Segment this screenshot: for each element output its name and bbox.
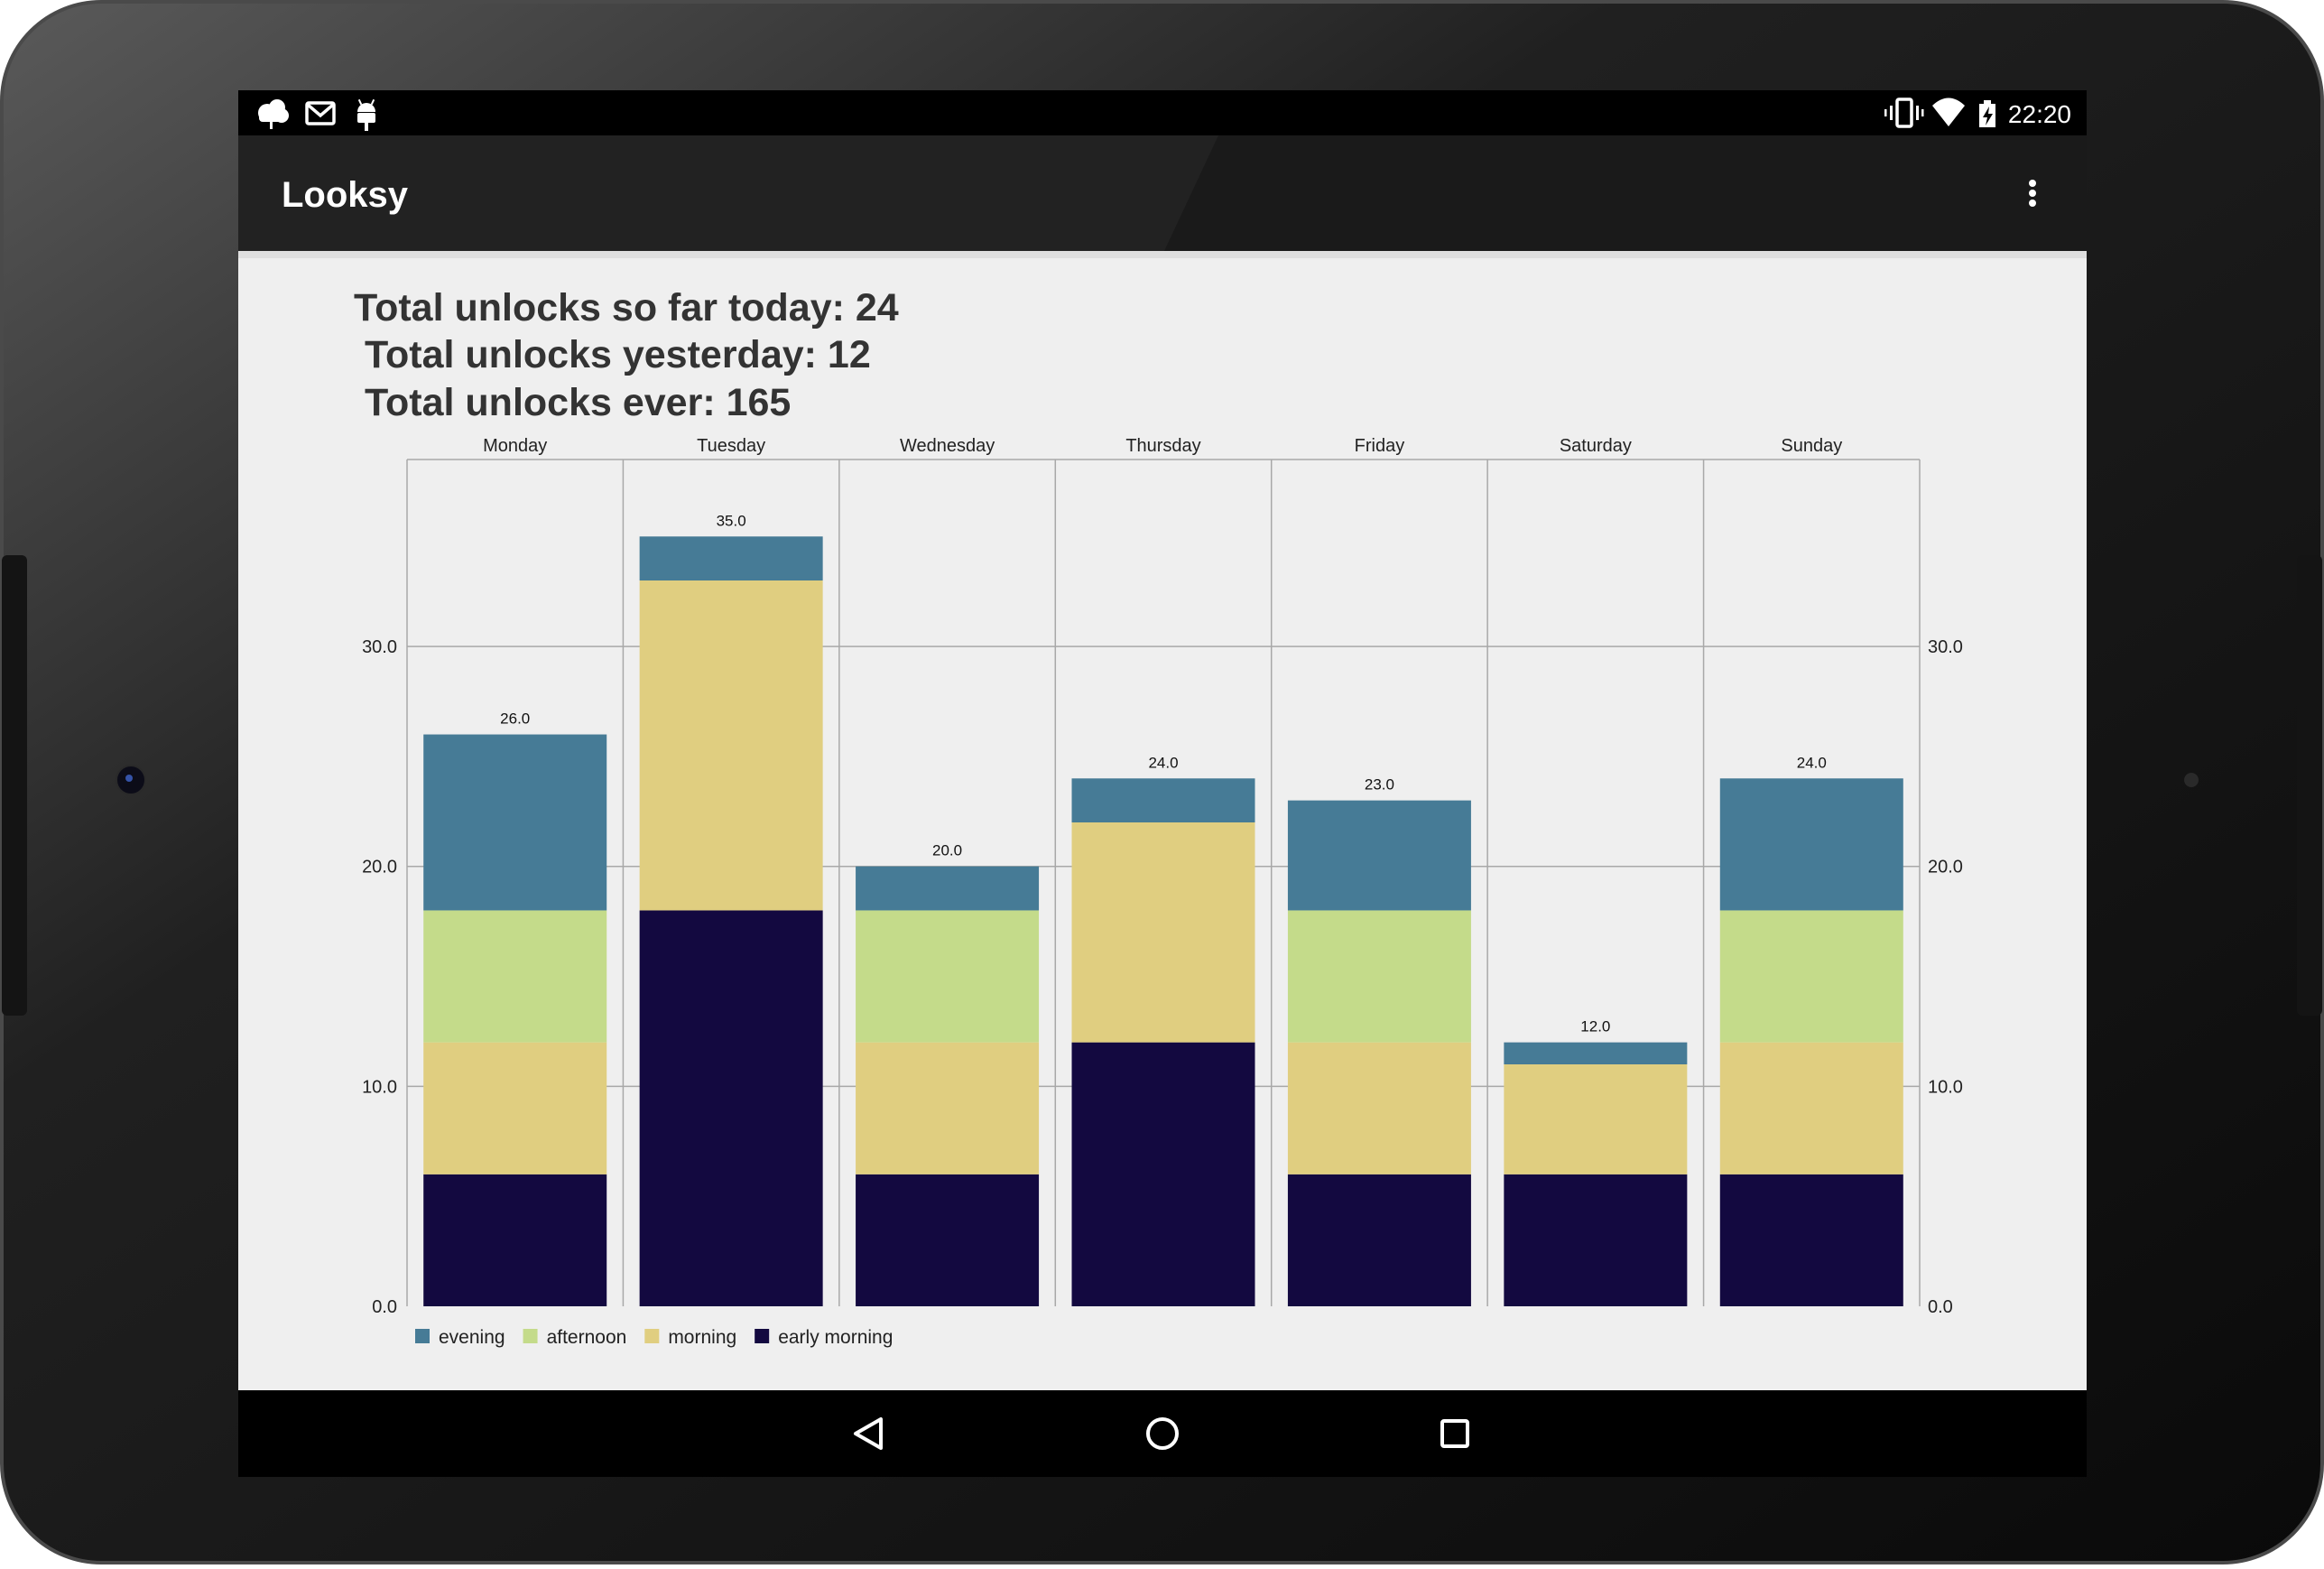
x-category-label: Tuesday [697,436,765,456]
legend-label: afternoon [547,1327,627,1348]
back-triangle-icon[interactable] [844,1411,898,1456]
bar-total-label: 24.0 [1797,754,1827,771]
y-tick-label-right: 30.0 [1928,637,1963,657]
legend-label: morning [668,1327,736,1348]
y-tick-label-right: 10.0 [1928,1077,1963,1097]
x-category-label: Saturday [1560,436,1632,456]
bar-total-label: 24.0 [1148,754,1178,771]
legend-label: early morning [778,1327,893,1348]
unlocks-stacked-bar-chart: 0.0 0.0 10.0 10.0 20.0 20.0 30.0 30.0 Monday 26.0… [362,436,1963,1317]
bar-total-label: 12.0 [1580,1018,1610,1035]
bar-segment-early-morning [856,1174,1040,1306]
android-icon [357,98,375,131]
summary-yesterday: Total unlocks yesterday: 12 [354,333,871,376]
legend-swatch [523,1329,538,1343]
bar-total-label: 35.0 [717,512,746,529]
recents-square-icon[interactable] [1428,1411,1482,1456]
screen: 22:20 Looksy Total unlocks so far today:… [238,90,2087,1477]
bar-segment-early-morning [1071,1042,1255,1306]
x-category-label: Wednesday [900,436,995,456]
home-circle-icon[interactable] [1135,1411,1190,1456]
bar-segment-morning [856,1042,1040,1174]
legend-item: afternoon [523,1327,627,1348]
vibrate-icon [1884,97,1924,128]
bar-segment-afternoon [856,910,1040,1043]
bar-segment-early-morning [423,1174,607,1306]
bar-segment-early-morning [639,910,823,1306]
y-tick-label-left: 0.0 [372,1297,397,1317]
cloud-icon [258,99,289,129]
y-tick-label-right: 20.0 [1928,858,1963,877]
x-category-label: Monday [483,436,547,456]
bar-segment-early-morning [1504,1174,1688,1306]
y-tick-label-left: 20.0 [362,858,397,877]
status-time: 22:20 [2008,100,2071,128]
x-category-label: Thursday [1125,436,1200,456]
chart-legend: evening afternoon morning early morning [415,1327,893,1348]
wifi-icon [1932,97,1965,126]
legend-swatch [415,1329,430,1343]
bar-segment-afternoon [423,910,607,1043]
bar-segment-early-morning [1287,1174,1471,1306]
status-bar [238,90,2087,135]
light-sensor [2184,773,2199,787]
bar-segment-early-morning [1719,1174,1903,1306]
legend-label: evening [439,1327,505,1348]
bar-segment-morning [1719,1042,1903,1174]
bar-segment-morning [423,1042,607,1174]
bar-segment-morning [1287,1042,1471,1174]
bar-total-label: 20.0 [932,842,962,859]
app-title: Looksy [282,175,409,215]
legend-item: early morning [755,1327,893,1348]
legend-swatch [644,1329,660,1343]
bar-segment-evening [1504,1042,1688,1064]
nav-bar [238,1390,2087,1477]
bar-segment-evening [1719,778,1903,911]
side-speaker-right [2297,555,2322,1016]
gmail-icon [305,101,336,125]
bar-segment-morning [1504,1064,1688,1174]
legend-swatch [755,1329,770,1343]
bar-segment-evening [1287,800,1471,911]
bar-segment-afternoon [1719,910,1903,1043]
bar-segment-morning [639,580,823,911]
summary-today: Total unlocks so far today: 24 [354,286,899,330]
bar-total-label: 26.0 [500,710,530,728]
legend-item: morning [644,1327,736,1348]
bar-segment-afternoon [1287,910,1471,1043]
legend-item: evening [415,1327,505,1348]
y-tick-label-right: 0.0 [1928,1297,1953,1317]
side-speaker-left [2,555,27,1016]
bar-total-label: 23.0 [1365,776,1394,794]
bar-segment-evening [423,734,607,911]
overflow-menu-icon[interactable] [2018,175,2051,218]
y-tick-label-left: 30.0 [362,637,397,657]
bar-segment-evening [856,866,1040,911]
bar-segment-evening [639,536,823,580]
x-category-label: Friday [1355,436,1405,456]
x-category-label: Sunday [1781,436,1842,456]
y-tick-label-left: 10.0 [362,1077,397,1097]
summary-ever: Total unlocks ever: 165 [354,381,791,424]
bar-segment-morning [1071,822,1255,1043]
bar-segment-evening [1071,778,1255,822]
battery-charging-icon [1979,100,1995,127]
